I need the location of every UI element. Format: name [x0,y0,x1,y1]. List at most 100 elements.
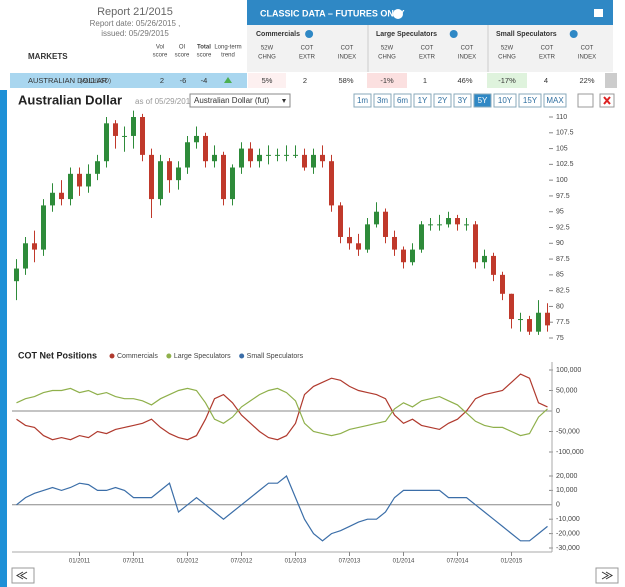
range-label[interactable]: 15Y [523,96,538,105]
legend-label: Large Speculators [174,353,231,360]
candle-body [41,205,46,250]
table-band [247,0,613,25]
range-button[interactable] [393,93,412,108]
group-header: Large Speculators [376,31,437,38]
range-label[interactable]: 10Y [498,96,513,105]
range-label[interactable]: 3m [377,96,388,105]
column-header: score [153,53,168,59]
candle-body [275,154,280,156]
y-tick-label: 110 [556,114,567,121]
report-title: Report 21/2015 [97,6,173,18]
candle-body [122,135,127,137]
print-icon[interactable] [594,9,603,17]
candle-body [536,312,541,332]
candle-body [158,161,163,200]
candle-body [68,173,73,200]
trend-arrow [224,77,232,83]
y-tick-label: 100,000 [556,367,581,374]
y-tick-label: 75 [556,335,564,342]
subcolumn-header: COT [581,46,594,52]
range-button[interactable] [453,93,472,108]
range-button[interactable] [413,93,432,108]
cot-title: COT Net Positions [18,350,97,360]
candle-body [140,117,145,155]
candle-body [131,117,136,136]
candle-body [320,154,325,162]
y-tick-label: 95 [556,209,564,216]
row-market-cell[interactable] [10,73,247,88]
x-tick-label: 01/2014 [393,559,415,565]
y-tick-label: 77.5 [556,319,570,326]
column-header: score [175,53,190,59]
range-button[interactable] [543,93,567,108]
candle-body [500,274,505,294]
candle-body [293,154,298,156]
subcolumn-header: CHNG [258,55,276,61]
range-label[interactable]: MAX [546,96,564,105]
column-header: score [197,53,212,59]
prev-button[interactable] [11,567,35,584]
y-tick-label: -100,000 [556,449,584,456]
markets-header: MARKETS [28,52,68,61]
cell-bg [487,73,527,88]
report-date: Report date: 05/26/2015 , [90,19,181,28]
candle-body [446,218,451,225]
legend-swatch [109,353,115,359]
range-button[interactable] [493,93,517,108]
column-header: Long-term [214,45,241,51]
range-button[interactable] [373,93,392,108]
range-button[interactable] [473,93,492,108]
row-cell: -1% [380,76,394,85]
help-icon[interactable] [569,30,578,38]
cell-bg [248,73,286,88]
candle-body [509,293,514,320]
range-button[interactable] [518,93,542,108]
legend-swatch [239,353,245,359]
help-icon[interactable] [393,9,403,19]
help-icon[interactable] [305,30,314,38]
range-label[interactable]: 5Y [478,96,488,105]
row-cell: -17% [498,76,516,85]
y-tick-label: 102.5 [556,161,574,168]
candle-body [203,135,208,162]
x-tick-label: 01/2013 [285,559,307,565]
market-select[interactable] [189,93,291,108]
print-button[interactable] [577,93,594,108]
candle-body [59,192,64,200]
y-tick-label: -20,000 [556,530,580,537]
range-button[interactable] [353,93,372,108]
row-cell: 22% [579,76,594,85]
row-cell: 2 [160,76,164,85]
candle-body [284,154,289,156]
subcolumn-header: INDEX [458,55,476,61]
subcolumn-header: EXTR [539,55,556,61]
candle-body [212,154,217,162]
candle-body [239,148,244,168]
legend-label: Small Speculators [247,353,304,360]
help-icon[interactable] [449,30,458,38]
column-header: trend [221,53,235,59]
range-button[interactable] [433,93,452,108]
next-button[interactable] [595,567,619,584]
candle-body [104,123,109,162]
prev-icon [16,571,28,580]
range-label[interactable]: 2Y [438,96,448,105]
candle-body [302,154,307,168]
range-label[interactable]: 6m [397,96,408,105]
range-label[interactable]: 1Y [418,96,428,105]
candle-body [365,224,370,250]
y-tick-label: 0 [556,502,560,509]
candle-body [527,319,532,332]
range-label[interactable]: 3Y [458,96,468,105]
next-icon [601,571,613,580]
cell-bg [367,73,407,88]
column-header: Vol [156,45,164,51]
legend-swatch [166,353,172,359]
range-label[interactable]: 1m [357,96,368,105]
candle-body [455,218,460,225]
row-toggle[interactable] [605,73,617,88]
select-label[interactable]: Australian Dollar (fut) [194,96,269,105]
subcolumn-header: CHNG [378,55,396,61]
candle-body [14,268,19,282]
